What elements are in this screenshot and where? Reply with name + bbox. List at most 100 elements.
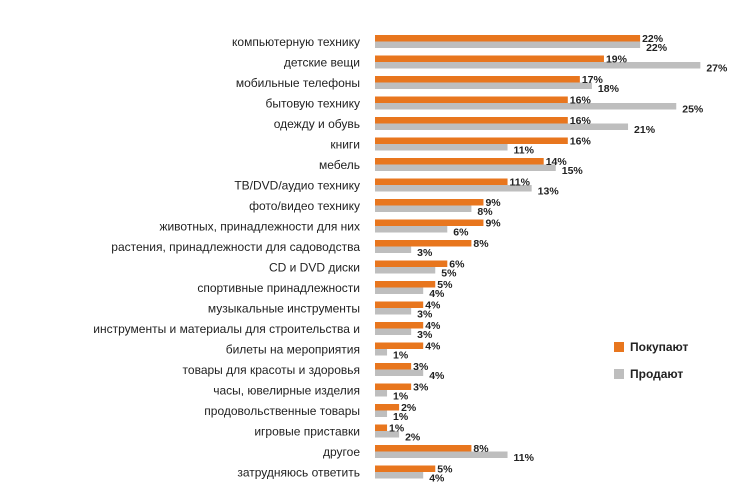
bar-buy [375, 240, 472, 247]
data-label-sell: 4% [429, 473, 445, 485]
bar-sell [375, 267, 436, 274]
data-label-sell: 3% [417, 247, 433, 259]
category-label: продовольственные товары [204, 404, 360, 418]
data-label-sell: 18% [598, 83, 620, 95]
data-label-sell: 15% [562, 165, 584, 177]
bar-buy [375, 158, 544, 165]
bar-buy [375, 465, 436, 472]
bar-sell [375, 164, 556, 171]
bar-sell [375, 349, 388, 356]
bar-sell [375, 431, 400, 438]
data-label-buy: 4% [425, 320, 441, 332]
bar-sell [375, 287, 424, 294]
bar-buy [375, 76, 580, 83]
category-labels: компьютерную технику детские вещи мобильны… [93, 35, 360, 480]
data-label-buy: 8% [473, 238, 489, 250]
bar-buy [375, 219, 484, 226]
bar-sell [375, 226, 448, 233]
bar-sell [375, 62, 701, 69]
bar-buy [375, 342, 424, 349]
data-label-buy: 1% [389, 423, 405, 435]
data-label-sell: 1% [393, 391, 409, 403]
bar-buy [375, 137, 568, 144]
data-label-buy: 6% [449, 259, 465, 271]
category-label: инструменты и материалы для строительств… [93, 322, 360, 336]
data-label-buy: 9% [485, 218, 501, 230]
data-label-buy: 9% [485, 197, 501, 209]
category-label: мебель [319, 158, 360, 172]
bar-buy [375, 96, 568, 103]
category-label: часы, ювелирные изделия [213, 384, 360, 398]
data-label-sell: 22% [646, 42, 668, 54]
legend-label-buy: Покупают [630, 340, 689, 354]
data-label-buy: 17% [582, 74, 604, 86]
data-label-sell: 27% [706, 63, 728, 75]
data-label-sell: 25% [682, 104, 704, 116]
bar-buy [375, 260, 448, 267]
data-label-buy: 2% [401, 402, 417, 414]
bars [375, 35, 701, 479]
category-label: билеты на мероприятия [226, 343, 360, 357]
bar-sell [375, 308, 412, 315]
bar-sell [375, 82, 592, 89]
category-label: детские вещи [284, 56, 360, 70]
data-label-buy: 5% [437, 464, 453, 476]
legend-label-sell: Продают [630, 367, 683, 381]
bar-buy [375, 363, 412, 370]
data-label-buy: 5% [437, 279, 453, 291]
data-label-buy: 22% [642, 33, 664, 45]
data-label-buy: 16% [570, 136, 592, 148]
data-label-buy: 14% [546, 156, 568, 168]
legend: Покупают Продают [614, 340, 689, 381]
category-label: музыкальные инструменты [208, 302, 360, 316]
category-label: компьютерную технику [232, 35, 360, 49]
category-label: ТВ/DVD/аудио технику [234, 179, 360, 193]
bar-buy [375, 199, 484, 206]
data-label-buy: 3% [413, 382, 429, 394]
bar-sell [375, 369, 424, 376]
data-label-buy: 11% [510, 177, 531, 189]
bar-buy [375, 301, 424, 308]
data-label-sell: 3% [417, 329, 433, 341]
category-label: игровые приставки [254, 425, 360, 439]
category-label: другое [323, 445, 360, 459]
category-label: книги [330, 138, 360, 152]
category-label: товары для красоты и здоровья [183, 363, 360, 377]
bar-buy [375, 55, 604, 62]
bar-buy [375, 35, 641, 42]
category-label: фото/видео технику [249, 199, 360, 213]
category-label: растения, принадлежности для садоводства [111, 240, 360, 254]
data-label-buy: 8% [473, 443, 489, 455]
data-label-buy: 4% [425, 341, 441, 353]
category-label: затрудняюсь ответить [237, 466, 360, 480]
bar-sell [375, 185, 532, 192]
bar-sell [375, 123, 629, 130]
data-label-sell: 4% [429, 288, 445, 300]
category-label: CD и DVD диски [269, 261, 360, 275]
bar-buy [375, 424, 388, 431]
legend-swatch-buy [614, 342, 624, 352]
category-label: спортивные принадлежности [197, 281, 360, 295]
data-label-sell: 6% [453, 227, 469, 239]
data-label-buy: 19% [606, 54, 628, 66]
data-label-sell: 21% [634, 124, 656, 136]
bar-sell [375, 472, 424, 479]
data-labels: 22%22%19%27%17%18%16%25%16%21%16%11%14%1… [389, 33, 728, 485]
data-label-sell: 5% [441, 268, 457, 280]
bar-sell [375, 103, 677, 110]
data-label-sell: 1% [393, 350, 409, 362]
bar-buy [375, 445, 472, 452]
bar-sell [375, 328, 412, 335]
bar-sell [375, 410, 388, 417]
data-label-sell: 11% [514, 145, 535, 157]
bar-buy [375, 281, 436, 288]
legend-swatch-sell [614, 369, 624, 379]
bar-sell [375, 205, 472, 212]
data-label-buy: 3% [413, 361, 429, 373]
data-label-sell: 8% [477, 206, 493, 218]
bar-buy [375, 404, 400, 411]
bar-buy [375, 383, 412, 390]
bar-sell [375, 144, 508, 151]
data-label-buy: 16% [570, 95, 592, 107]
category-label: мобильные телефоны [236, 76, 360, 90]
